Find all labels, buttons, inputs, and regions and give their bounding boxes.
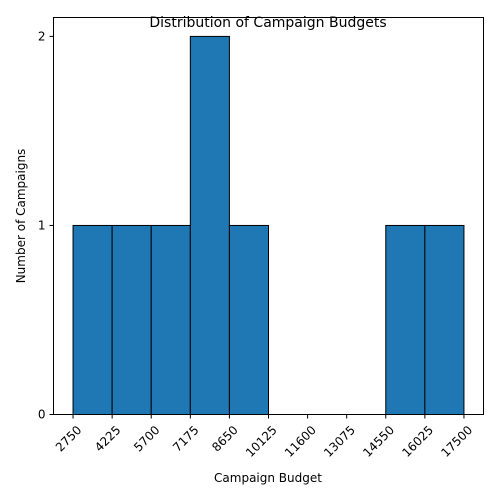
histogram-bar (72, 224, 113, 415)
plot-frame (53, 17, 484, 415)
histogram-bar (111, 224, 152, 415)
x-axis-ticks: 2750 4225 5700 7175 8650 10125 11600 13075 14550… (53, 414, 475, 460)
y-tick-label: 1 (38, 218, 46, 232)
x-axis-label: Campaign Budget (214, 471, 322, 485)
x-tick-label: 7175 (170, 423, 201, 454)
x-tick-label: 17500 (438, 423, 475, 460)
x-tick-label: 5700 (131, 423, 162, 454)
x-tick-label: 11600 (282, 423, 319, 460)
y-axis-label: Number of Campaigns (14, 149, 28, 284)
y-axis-ticks: 0 1 2 (38, 29, 54, 422)
x-tick-label: 14550 (360, 423, 397, 460)
x-tick-label: 16025 (399, 423, 436, 460)
histogram-bar (150, 224, 191, 415)
histogram-bar (385, 224, 426, 415)
x-tick-label: 13075 (321, 423, 358, 460)
histogram-bar (424, 224, 465, 415)
y-tick-label: 2 (38, 29, 46, 43)
x-tick-label: 2750 (53, 423, 84, 454)
chart-title: Distribution of Campaign Budgets (149, 15, 386, 31)
x-tick-label: 10125 (243, 423, 280, 460)
bars-group (72, 35, 465, 416)
histogram-bar (228, 224, 269, 415)
y-tick-label: 0 (38, 408, 46, 422)
histogram-bar (189, 35, 230, 416)
x-tick-label: 4225 (92, 423, 123, 454)
x-tick-label: 8650 (209, 423, 240, 454)
